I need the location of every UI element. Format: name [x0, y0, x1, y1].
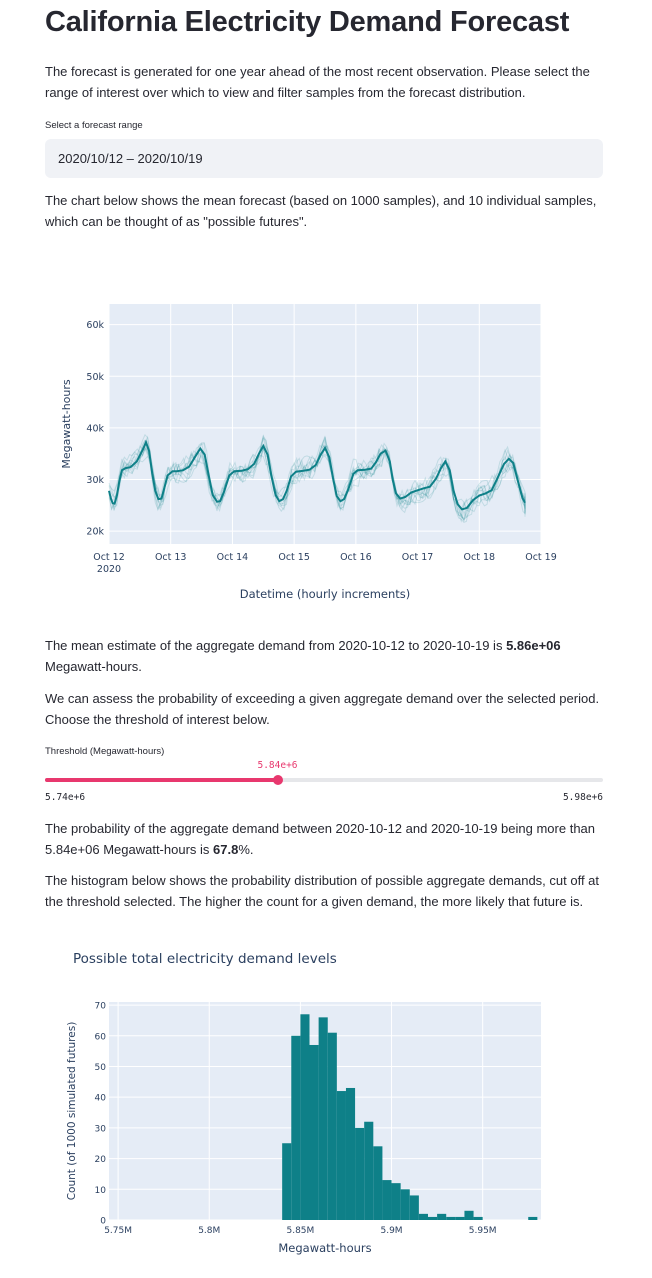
mean-estimate-text: The mean estimate of the aggregate deman… [45, 635, 605, 677]
probability-text: The probability of the aggregate demand … [45, 818, 605, 860]
histogram-title: Possible total electricity demand levels [73, 951, 337, 967]
mean-estimate-unit: Megawatt-hours. [45, 659, 142, 674]
histogram-bar [300, 1014, 310, 1220]
forecast-x-tick-label: Oct 16 [340, 552, 372, 563]
histogram-bar [318, 1017, 328, 1220]
forecast-y-axis-label: Megawatt-hours [60, 379, 73, 469]
histogram-bar [345, 1087, 356, 1220]
histogram-x-tick-label: 5.8M [198, 1226, 220, 1236]
histogram-y-axis-label: Count (of 1000 simulated futures) [66, 1022, 78, 1201]
histogram-y-tick-label: 10 [95, 1186, 107, 1196]
histogram-bar [336, 1091, 346, 1220]
probability-pre: The probability of the aggregate demand … [45, 821, 596, 857]
threshold-slider-fill [45, 778, 278, 782]
histogram-description: The histogram below shows the probabilit… [45, 873, 600, 909]
histogram-bar [309, 1044, 319, 1220]
threshold-current-value: 5.84e+6 [257, 760, 298, 771]
forecast-x-tick-label: Oct 12 [93, 552, 125, 563]
range-label: Select a forecast range [45, 120, 143, 131]
histogram-bar [400, 1189, 410, 1220]
histogram-y-tick-label: 70 [95, 1002, 107, 1012]
histogram-bar [464, 1210, 474, 1220]
range-select[interactable]: 2020/10/12 – 2020/10/19 [45, 139, 603, 178]
forecast-x-tick-label: Oct 17 [402, 552, 434, 563]
histogram-y-tick-label: 20 [95, 1155, 107, 1165]
forecast-x-tick-label: Oct 14 [217, 552, 249, 563]
histogram-bar [418, 1213, 428, 1220]
forecast-y-tick-label: 60k [86, 320, 104, 331]
forecast-y-ticks: 20k 30k 40k 50k 60k [86, 320, 104, 537]
histogram-bar [409, 1195, 419, 1220]
range-value: 2020/10/12 – 2020/10/19 [58, 151, 203, 166]
forecast-sample-line [108, 434, 526, 516]
forecast-x-tick-label: Oct 19 [525, 552, 557, 563]
histogram-y-tick-label: 60 [95, 1032, 107, 1042]
histogram-bar [364, 1121, 374, 1220]
forecast-x-tick-label: Oct 18 [464, 552, 496, 563]
forecast-sample-line [108, 437, 526, 522]
histogram-bar [446, 1216, 456, 1220]
forecast-y-tick-label: 40k [86, 423, 104, 434]
histogram-y-ticks: 0 10 20 30 40 50 60 70 [95, 1002, 107, 1227]
threshold-min: 5.74e+6 [45, 792, 86, 803]
forecast-x-axis-label: Datetime (hourly increments) [240, 587, 411, 601]
histogram-bar [427, 1216, 438, 1220]
histogram-bar [455, 1216, 465, 1220]
forecast-gridlines [108, 304, 542, 544]
forecast-x-tick-label: Oct 13 [155, 552, 187, 563]
histogram-bar [473, 1216, 483, 1220]
histogram-x-tick-label: 5.95M [469, 1226, 497, 1236]
histogram-bar [373, 1146, 383, 1220]
forecast-x-tick-label: 2020 [97, 564, 121, 575]
histogram-bar [327, 1032, 337, 1220]
probability-post: %. [238, 842, 254, 857]
page-title: California Electricity Demand Forecast [45, 6, 570, 38]
forecast-mean-line [108, 439, 526, 511]
mean-estimate-pre: The mean estimate of the aggregate deman… [45, 638, 507, 653]
forecast-y-tick-label: 30k [86, 475, 104, 486]
histogram-y-tick-label: 30 [95, 1124, 107, 1134]
forecast-samples [108, 433, 526, 524]
forecast-sample-line [108, 437, 526, 523]
mean-estimate-value: 5.86e+06 [506, 638, 561, 653]
histogram-bar [528, 1216, 538, 1220]
histogram-y-tick-label: 0 [100, 1217, 106, 1227]
forecast-y-tick-label: 50k [86, 372, 104, 383]
histogram-chart[interactable]: Possible total electricity demand levels… [0, 940, 652, 1260]
chart-description: The chart below shows the mean forecast … [45, 193, 597, 229]
forecast-sample-line [108, 433, 526, 513]
intro-text: The forecast is generated for one year a… [45, 64, 590, 100]
probability-value: 67.8 [213, 842, 239, 857]
histogram-bar [437, 1213, 447, 1220]
histogram-x-ticks: 5.75M 5.8M 5.85M 5.9M 5.95M [104, 1226, 496, 1236]
forecast-sample-line [108, 435, 526, 524]
forecast-plot-area [109, 304, 541, 544]
threshold-slider-thumb[interactable] [272, 775, 283, 785]
histogram-x-tick-label: 5.85M [286, 1226, 314, 1236]
threshold-slider-track[interactable] [45, 778, 603, 782]
forecast-x-tick-label: Oct 15 [278, 552, 310, 563]
histogram-x-axis-label: Megawatt-hours [278, 1241, 371, 1255]
histogram-bar [355, 1127, 365, 1220]
histogram-bar [291, 1035, 301, 1220]
threshold-label: Threshold (Megawatt-hours) [45, 746, 165, 757]
threshold-max: 5.98e+6 [562, 792, 603, 803]
forecast-sample-line [108, 436, 526, 518]
histogram-y-tick-label: 50 [95, 1063, 107, 1073]
histogram-x-tick-label: 5.9M [380, 1226, 402, 1236]
forecast-y-tick-label: 20k [86, 527, 104, 538]
histogram-bar [282, 1143, 292, 1220]
histogram-bar [382, 1180, 392, 1220]
histogram-bar [391, 1183, 401, 1220]
assess-text: We can assess the probability of exceedi… [45, 691, 600, 727]
histogram-bars [282, 1014, 538, 1220]
histogram-y-tick-label: 40 [95, 1094, 107, 1104]
histogram-x-tick-label: 5.75M [104, 1226, 132, 1236]
